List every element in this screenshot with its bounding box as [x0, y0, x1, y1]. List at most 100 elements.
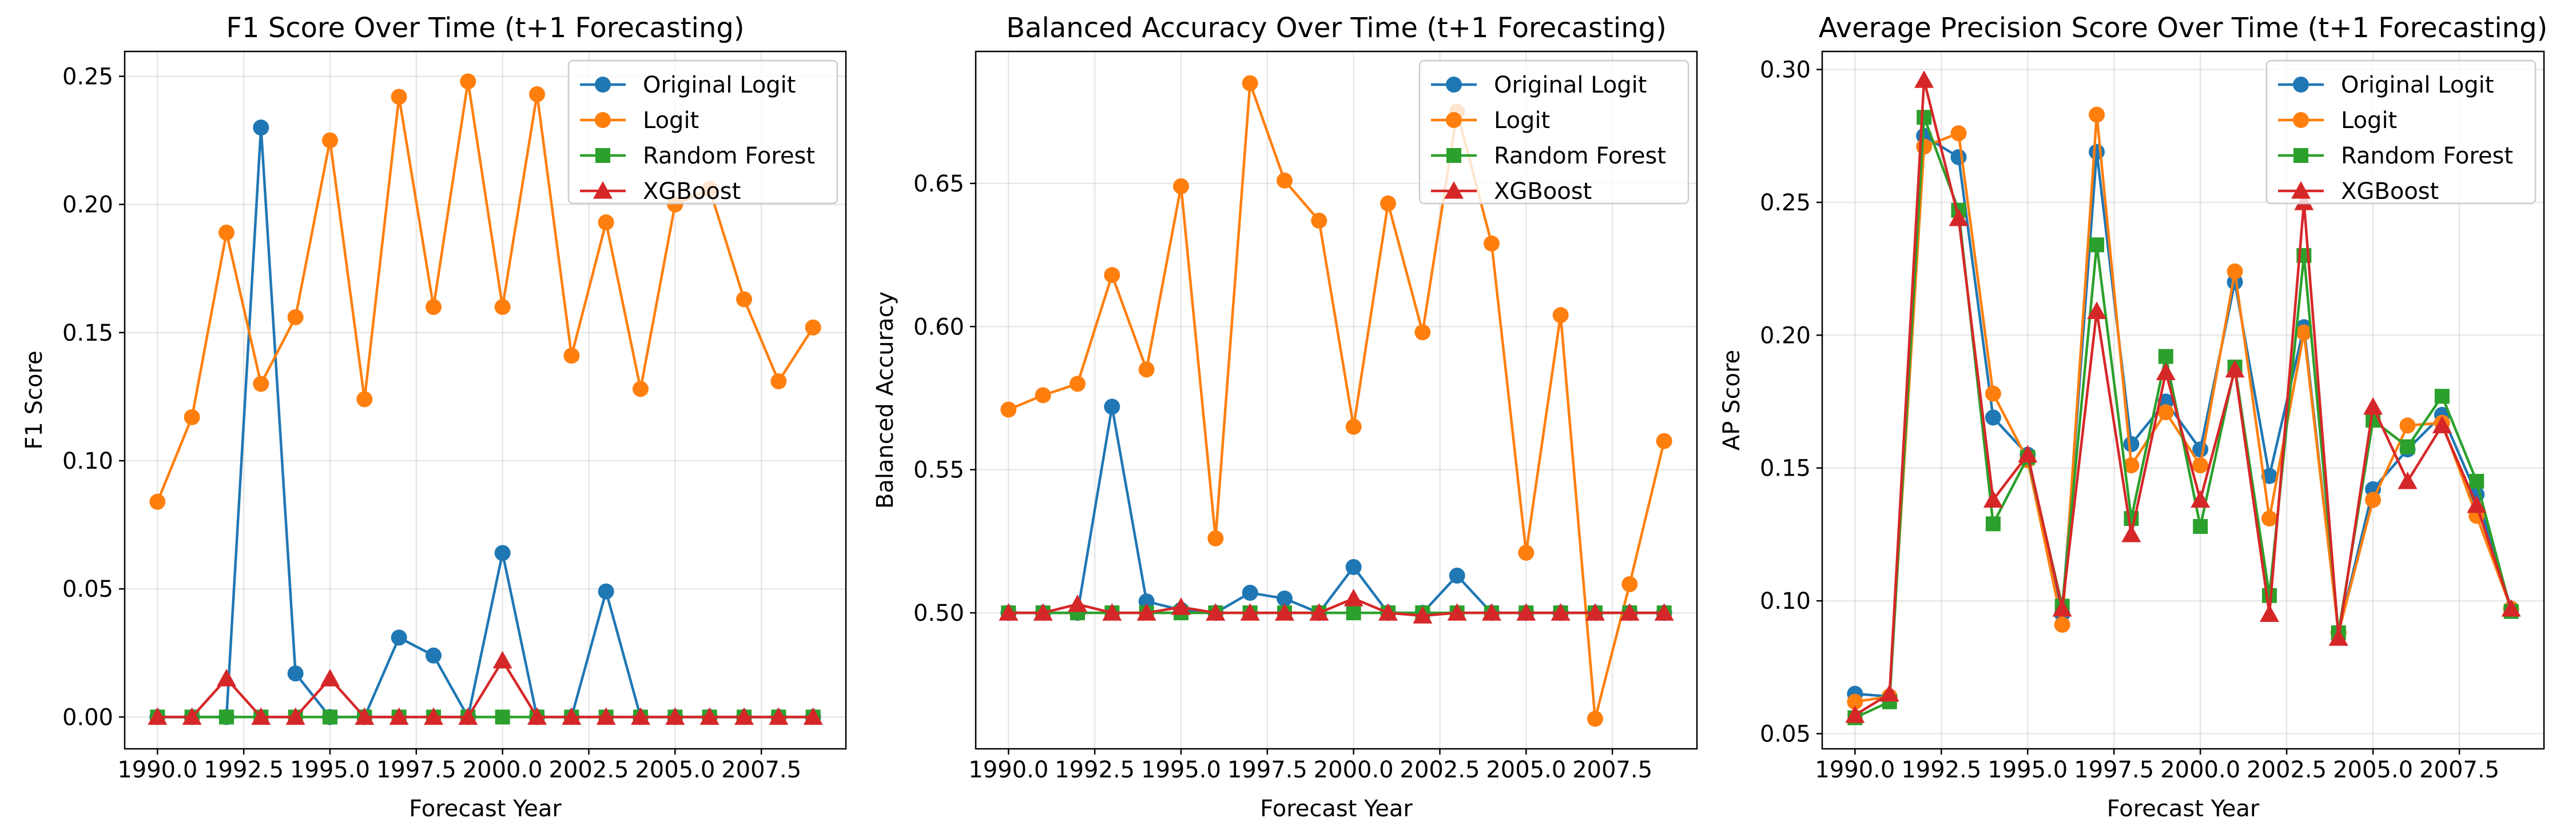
data-point — [2328, 628, 2348, 646]
data-point — [596, 707, 616, 725]
data-point — [1276, 590, 1293, 607]
legend-entry: XGBoost — [580, 178, 741, 205]
legend-marker — [595, 148, 610, 163]
data-point — [2123, 436, 2140, 452]
legend-entry: Random Forest — [580, 143, 815, 169]
y-tick-label: 0.10 — [62, 448, 113, 474]
x-tick-label: 1995.0 — [290, 757, 370, 783]
data-point — [253, 376, 269, 392]
data-point — [562, 707, 582, 725]
data-point — [320, 669, 340, 687]
data-point — [2227, 263, 2243, 280]
data-point — [184, 409, 200, 425]
legend-marker — [1446, 148, 1461, 163]
legend-label: XGBoost — [643, 178, 741, 205]
data-point — [2434, 389, 2450, 404]
series-line — [1854, 78, 2513, 716]
legend-label: XGBoost — [1494, 178, 1592, 205]
data-point — [1104, 267, 1120, 284]
x-tick-label: 2000.0 — [463, 757, 543, 783]
series-logit — [1000, 75, 1672, 727]
data-point — [2365, 492, 2382, 508]
data-point — [1447, 603, 1467, 621]
legend: Original Logit Logit Random Forest XGBoost — [567, 59, 838, 205]
data-point — [2225, 360, 2245, 378]
data-point — [1138, 361, 1155, 378]
y-tick-label: 0.05 — [1760, 721, 1811, 748]
data-point — [1067, 594, 1087, 612]
data-point — [1552, 307, 1569, 324]
data-point — [322, 709, 337, 725]
data-point — [1656, 433, 1672, 449]
series-line — [1008, 405, 1664, 614]
x-axis-label: Forecast Year — [409, 796, 562, 822]
axes-frame — [975, 50, 1698, 750]
data-point — [495, 709, 510, 725]
chart-panel-2: 1990.0 1992.5 1995.0 1997.5 2000.0 2002.5 2005… — [872, 12, 1698, 822]
data-point — [458, 707, 478, 725]
y-tick-label: 0.25 — [62, 63, 113, 90]
data-point — [2399, 417, 2416, 434]
data-point — [734, 707, 754, 725]
data-point — [355, 707, 375, 725]
legend-label: Random Forest — [2341, 143, 2513, 169]
data-point — [1985, 516, 2001, 532]
chart-title: F1 Score Over Time (t+1 Forecasting) — [226, 12, 744, 44]
legend-entry: Original Logit — [580, 72, 796, 98]
data-point — [425, 299, 442, 316]
legend-label: Original Logit — [1494, 72, 1647, 98]
data-point — [1985, 409, 2001, 426]
data-point — [423, 707, 443, 725]
legend-marker — [593, 181, 613, 199]
x-tick-label: 1997.5 — [2074, 757, 2154, 783]
data-point — [1516, 603, 1536, 621]
legend-marker — [1446, 112, 1462, 128]
series-xgboost — [148, 651, 823, 725]
data-point — [1346, 605, 1361, 621]
x-tick-label: 2007.5 — [721, 757, 801, 783]
legend-label: Original Logit — [2341, 72, 2494, 98]
series-xgboost — [1845, 70, 2521, 723]
data-point — [1207, 530, 1224, 546]
x-tick-label: 2000.0 — [1314, 757, 1394, 783]
y-tick-label: 0.20 — [1760, 322, 1811, 349]
data-point — [389, 707, 409, 725]
series-original-logit — [149, 119, 821, 725]
data-point — [182, 707, 202, 725]
legend-label: Random Forest — [643, 143, 815, 169]
data-point — [492, 651, 512, 669]
data-point — [1136, 603, 1156, 621]
data-point — [1917, 110, 1932, 125]
data-point — [2467, 495, 2487, 513]
legend-marker — [595, 112, 611, 128]
data-point — [527, 707, 547, 725]
data-point — [148, 707, 168, 725]
legend-label: Logit — [643, 107, 699, 134]
data-point — [2089, 237, 2105, 253]
legend-label: Random Forest — [1494, 143, 1666, 169]
legend-marker — [2293, 77, 2309, 93]
x-tick-label: 2002.5 — [1400, 757, 1480, 783]
legend-marker — [595, 77, 611, 93]
data-point — [1914, 70, 1934, 88]
data-point — [1240, 603, 1260, 621]
data-point — [2363, 397, 2383, 415]
data-point — [287, 309, 304, 325]
legend-box — [567, 59, 838, 205]
data-point — [1845, 705, 1865, 723]
x-tick-label: 1995.0 — [1987, 757, 2068, 783]
data-point — [1413, 606, 1433, 624]
data-point — [1242, 75, 1258, 91]
data-point — [2089, 106, 2105, 123]
x-tick-label: 2005.0 — [2333, 757, 2413, 783]
data-point — [1949, 208, 1969, 226]
data-point — [2400, 439, 2415, 454]
data-point — [1551, 603, 1571, 621]
data-point — [287, 665, 304, 682]
data-point — [770, 373, 787, 390]
legend: Original Logit Logit Random Forest XGBoost — [1418, 59, 1689, 205]
x-tick-label: 1997.5 — [376, 757, 456, 783]
legend-marker — [2293, 148, 2308, 163]
data-point — [598, 583, 614, 600]
x-tick-label: 1990.0 — [968, 757, 1048, 783]
